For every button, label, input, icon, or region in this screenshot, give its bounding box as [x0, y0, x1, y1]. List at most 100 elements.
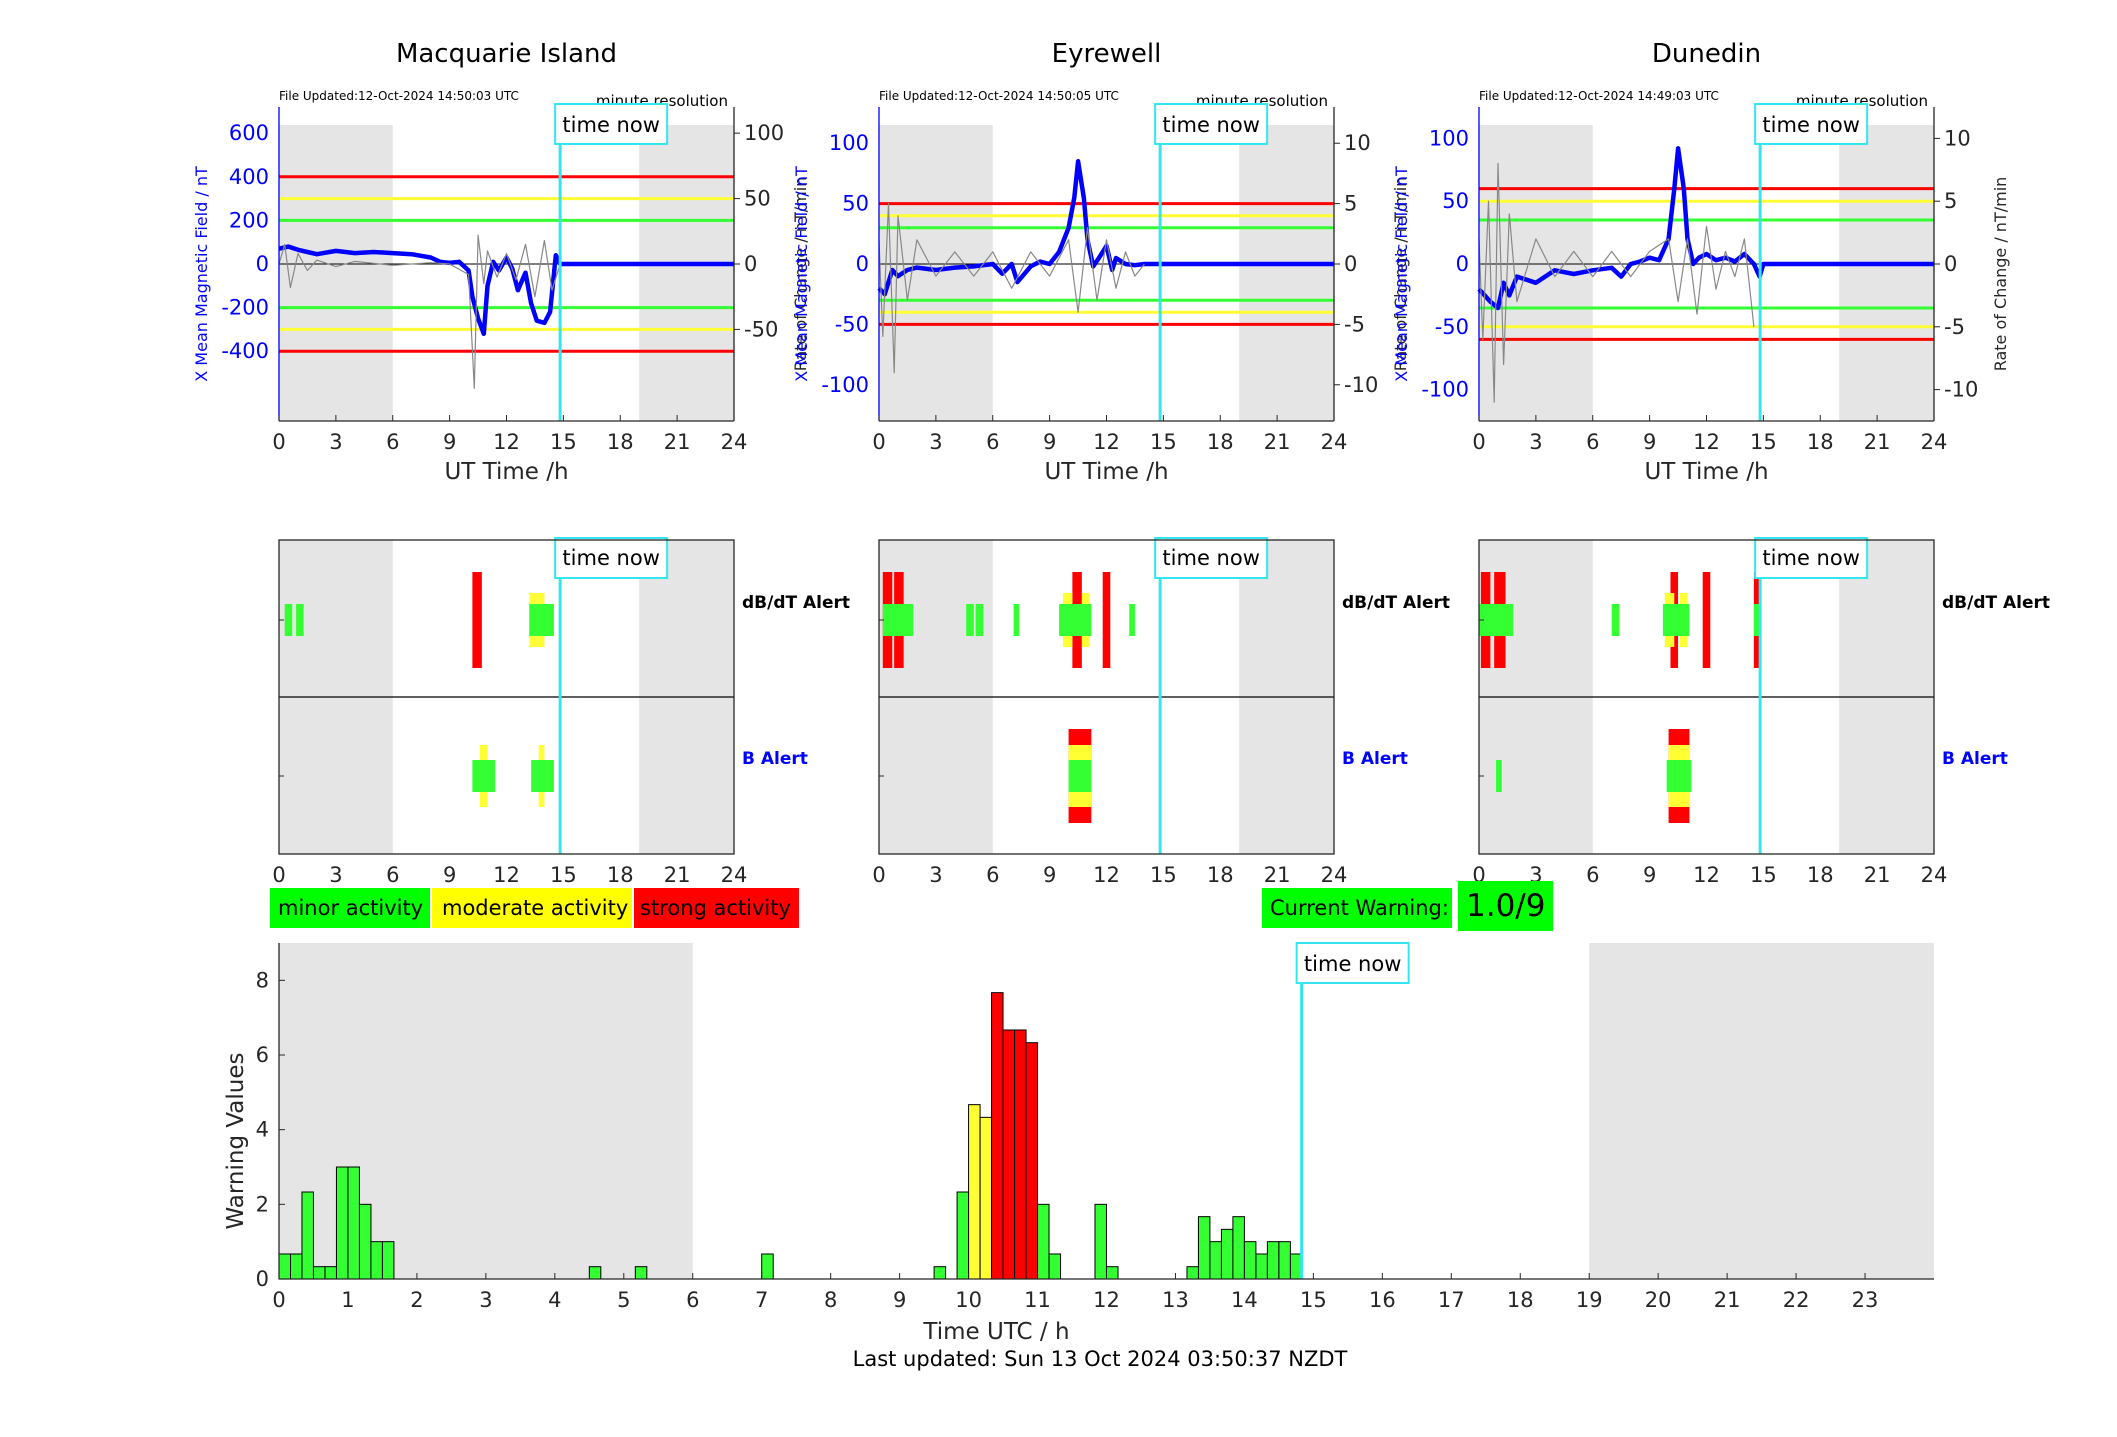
warning-bar [1187, 1267, 1198, 1279]
warning-bar [279, 1254, 290, 1279]
x-tick-label: 18 [1807, 863, 1834, 887]
x-tick-label: 0 [1472, 430, 1485, 454]
warning-bar [1003, 1030, 1014, 1279]
x-tick-label: 12 [1693, 863, 1720, 887]
x-tick-label: 22 [1783, 1288, 1810, 1312]
dbdt-alert-label: dB/dT Alert [742, 593, 850, 613]
station-panel: EyrewellFile Updated:12-Oct-2024 14:50:0… [792, 39, 1410, 485]
x-tick-label: 15 [1150, 863, 1177, 887]
warning-bar [1267, 1242, 1278, 1279]
y-tick-label: 200 [229, 208, 269, 232]
b-alert-event-level-1 [531, 760, 554, 792]
x-tick-label: 3 [479, 1288, 492, 1312]
x-tick-label: 2 [410, 1288, 423, 1312]
warning-bar [291, 1254, 302, 1279]
x-tick-label: 15 [550, 863, 577, 887]
y2-tick-label: 5 [1344, 192, 1357, 216]
x-tick-label: 16 [1369, 1288, 1396, 1312]
y2-tick-label: 10 [1344, 131, 1371, 155]
time-now-label: time now [562, 546, 659, 570]
warning-bar [302, 1192, 313, 1279]
warning-bar [980, 1117, 991, 1279]
night-shade [1839, 125, 1934, 421]
y-tick-label: 0 [856, 252, 869, 276]
y-axis-label: X Mean Magnetic Field / nT [792, 166, 811, 382]
x-tick-label: 21 [1264, 863, 1291, 887]
x-tick-label: 9 [443, 430, 456, 454]
y-axis-label: X Mean Magnetic Field / nT [192, 166, 211, 382]
x-tick-label: 6 [1586, 430, 1599, 454]
x-tick-label: 3 [929, 430, 942, 454]
x-tick-label: 24 [721, 863, 748, 887]
b-alert-event-level-1 [1667, 760, 1692, 792]
warning-bar [348, 1167, 359, 1279]
x-tick-label: 3 [329, 863, 342, 887]
x-tick-label: 7 [755, 1288, 768, 1312]
x-tick-label: 19 [1576, 1288, 1603, 1312]
x-tick-label: 12 [1093, 1288, 1120, 1312]
y-tick-label: 0 [1456, 252, 1469, 276]
dbdt-event-level-1 [296, 604, 304, 636]
y2-tick-label: -10 [1344, 373, 1378, 397]
station-panels: Macquarie Island File Updated:12-Oct-2024… [192, 39, 2010, 485]
time-now-label: time now [1304, 952, 1401, 976]
y2-tick-label: -5 [1944, 315, 1965, 339]
station-panel: Dunedin File Updated:12-Oct-2024 14:49:03… [1392, 39, 2010, 485]
b-alert-event-level-1 [1496, 760, 1502, 792]
warning-bar [635, 1267, 646, 1279]
x-tick-label: 24 [1921, 430, 1948, 454]
file-updated-text: File Updated:12-Oct-2024 14:49:03 UTC [1479, 89, 1719, 103]
x-tick-label: 23 [1852, 1288, 1879, 1312]
x-tick-label: 6 [1586, 863, 1599, 887]
x-tick-label: 9 [1643, 430, 1656, 454]
y2-tick-label: -10 [1944, 378, 1978, 402]
station-panel: Macquarie Island File Updated:12-Oct-2024… [192, 39, 810, 485]
x-tick-label: 14 [1231, 1288, 1258, 1312]
x-tick-label: 11 [1024, 1288, 1051, 1312]
x-tick-label: 0 [272, 863, 285, 887]
y-tick-label: 50 [1442, 189, 1469, 213]
y-tick-label: 50 [842, 192, 869, 216]
time-now-label: time now [1762, 546, 1859, 570]
x-tick-label: 15 [1300, 1288, 1327, 1312]
x-tick-label: 18 [1507, 1288, 1534, 1312]
x-tick-label: 24 [1921, 863, 1948, 887]
x-tick-label: 9 [893, 1288, 906, 1312]
x-tick-label: 21 [1264, 430, 1291, 454]
x-tick-label: 13 [1162, 1288, 1189, 1312]
night-shade [1239, 125, 1334, 421]
legend-minor-label: minor activity [278, 896, 423, 920]
warning-bar [336, 1167, 347, 1279]
alert-panels: time now dB/dT Alert B Alert 0 3 6 9 12 15 18 21 24… [272, 538, 2050, 887]
x-axis-label: UT Time /h [1044, 459, 1168, 485]
b-alert-label: B Alert [1342, 749, 1408, 769]
warning-bar [313, 1267, 324, 1279]
warning-bar [1095, 1204, 1106, 1279]
warning-bar [1279, 1242, 1290, 1279]
x-tick-label: 8 [824, 1288, 837, 1312]
x-tick-label: 12 [1093, 863, 1120, 887]
x-tick-label: 9 [1643, 863, 1656, 887]
x-tick-label: 4 [548, 1288, 561, 1312]
dbdt-event-level-1 [529, 604, 554, 636]
warning-bar [371, 1242, 382, 1279]
x-tick-label: 9 [443, 863, 456, 887]
station-title: Macquarie Island [396, 39, 617, 69]
file-updated-text: File Updated:12-Oct-2024 14:50:03 UTC [279, 89, 519, 103]
time-now-label: time now [1762, 113, 1859, 137]
warning-bar [1038, 1204, 1049, 1279]
y-tick-label: -50 [835, 312, 869, 336]
dbdt-event-level-3 [472, 572, 481, 668]
x-tick-label: 12 [493, 863, 520, 887]
x-tick-label: 10 [955, 1288, 982, 1312]
y-tick-label: 600 [229, 121, 269, 145]
warning-values-chart: time now0 1 2 3 4 5 6 7 8 9 10 11 12 13 14 15 16 17 18 19 20… [223, 943, 1934, 1345]
file-updated-text: File Updated:12-Oct-2024 14:50:05 UTC [879, 89, 1119, 103]
b-alert-label: B Alert [1942, 749, 2008, 769]
dbdt-event-level-3 [1703, 572, 1711, 668]
legend-strong-label: strong activity [640, 896, 791, 920]
legend-moderate-label: moderate activity [442, 896, 628, 920]
night-shade [1589, 943, 1934, 1279]
y-tick-label: -50 [1435, 315, 1469, 339]
